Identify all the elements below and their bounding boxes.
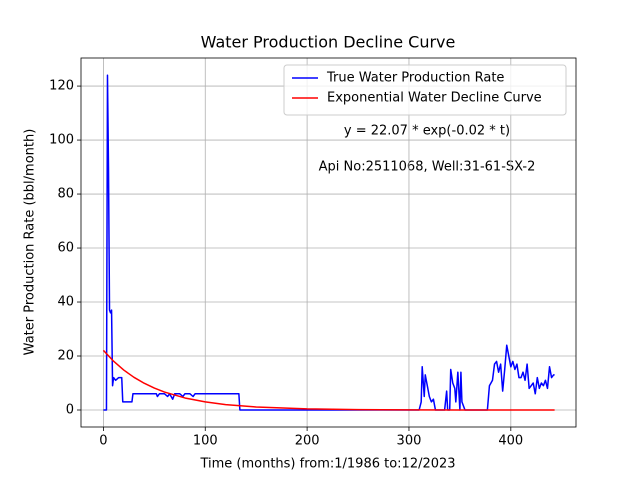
x-tick-label: 100 — [193, 434, 218, 449]
x-tick-label: 400 — [498, 434, 523, 449]
annotation: Api No:2511068, Well:31-61-SX-2 — [319, 160, 536, 175]
y-tick-label: 40 — [57, 295, 74, 310]
annotation: y = 22.07 * exp(-0.02 * t) — [344, 124, 510, 139]
y-axis-label: Water Production Rate (bbl/month) — [23, 129, 38, 356]
x-axis-label: Time (months) from:1/1986 to:12/2023 — [199, 457, 455, 472]
legend-label: True Water Production Rate — [326, 71, 504, 86]
y-tick-label: 80 — [57, 187, 74, 202]
x-tick-label: 300 — [397, 434, 422, 449]
chart-title: Water Production Decline Curve — [201, 33, 456, 52]
y-tick-label: 0 — [66, 402, 74, 417]
y-tick-label: 120 — [49, 79, 74, 94]
x-tick-label: 200 — [295, 434, 320, 449]
y-tick-label: 60 — [57, 241, 74, 256]
x-tick-label: 0 — [99, 434, 107, 449]
y-tick-label: 20 — [57, 349, 74, 364]
plot-frame — [80, 57, 577, 428]
data-line — [102, 349, 555, 411]
data-line — [103, 74, 555, 411]
legend — [283, 64, 567, 116]
legend-label: Exponential Water Decline Curve — [327, 91, 542, 106]
y-tick-label: 100 — [49, 133, 74, 148]
